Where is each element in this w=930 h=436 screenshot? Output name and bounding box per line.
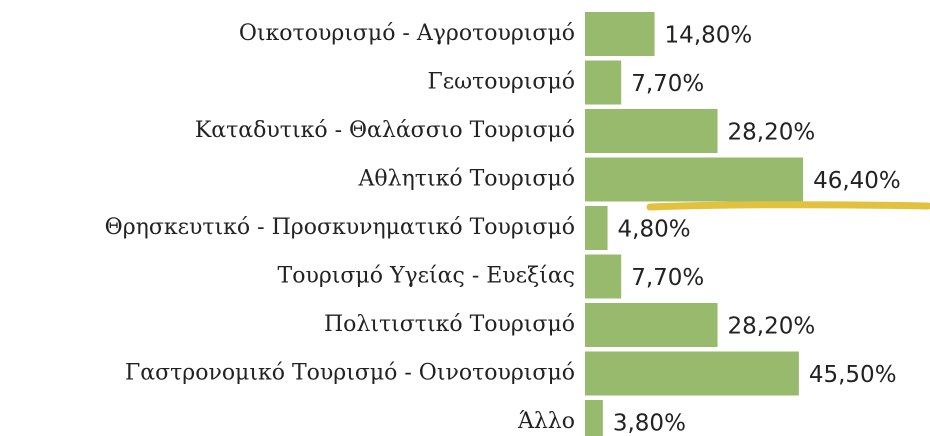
bar <box>585 206 608 250</box>
value-label: 7,70% <box>631 265 704 291</box>
category-label: Άλλο <box>517 409 575 434</box>
value-label: 45,50% <box>809 362 897 388</box>
category-label: Καταδυτικό - Θαλάσσιο Τουρισμό <box>195 118 575 143</box>
value-label: 46,40% <box>813 168 901 194</box>
category-label: Τουρισμό Υγείας - Ευεξίας <box>278 264 575 289</box>
highlight-stroke <box>646 201 930 211</box>
value-label: 7,70% <box>631 71 704 97</box>
category-label: Γεωτουρισμό <box>427 70 575 95</box>
bar <box>585 12 655 56</box>
bar <box>585 109 718 153</box>
category-label: Γαστρονομικό Τουρισμό - Οινοτουρισμό <box>125 361 575 386</box>
bar <box>585 157 804 202</box>
value-label: 4,80% <box>618 217 691 243</box>
value-label: 14,80% <box>665 23 753 49</box>
category-label: Οικοτουρισμό - Αγροτουρισμό <box>239 21 575 46</box>
category-label: Πολιτιστικό Τουρισμό <box>324 312 575 337</box>
category-label: Αθλητικό Τουρισμό <box>358 167 575 192</box>
category-label: Θρησκευτικό - Προσκυνηματικό Τουρισμό <box>105 215 575 240</box>
value-label: 28,20% <box>728 120 816 146</box>
bar <box>585 303 718 347</box>
value-label: 28,20% <box>728 314 816 340</box>
bar <box>585 254 622 299</box>
value-label: 3,80% <box>613 411 686 436</box>
bar <box>585 351 799 396</box>
bar <box>585 400 603 436</box>
bar <box>585 60 622 105</box>
